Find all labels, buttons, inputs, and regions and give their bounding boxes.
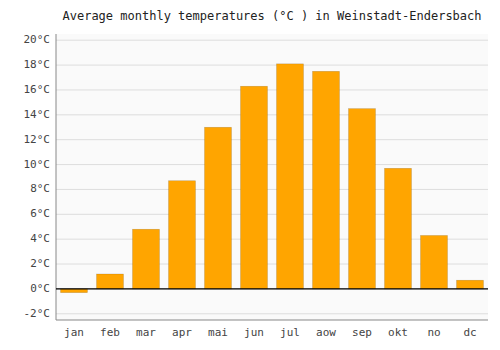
y-tick-label: 10°C bbox=[24, 158, 51, 171]
y-tick-label: 8°C bbox=[30, 182, 50, 195]
x-tick-label: feb bbox=[100, 326, 120, 339]
bar bbox=[241, 86, 268, 289]
x-tick-label: mar bbox=[136, 326, 156, 339]
grid-line bbox=[56, 313, 488, 314]
bar bbox=[277, 64, 304, 289]
grid-line bbox=[56, 114, 488, 115]
x-tick-label: jan bbox=[64, 326, 84, 339]
y-axis-line bbox=[56, 34, 57, 320]
y-tick-label: 2°C bbox=[30, 257, 50, 270]
y-tick-label: -2°C bbox=[24, 307, 51, 320]
y-tick-label: 16°C bbox=[24, 83, 51, 96]
grid-line bbox=[56, 65, 488, 66]
grid bbox=[56, 40, 488, 314]
bar bbox=[169, 181, 196, 289]
x-tick-label: jul bbox=[280, 326, 300, 339]
x-tick-label: mai bbox=[208, 326, 228, 339]
chart: -2°C 0°C 2°C 4°C 6°C 8°C 10°C 12°C 14°C 16°C 18°C 2… bbox=[0, 0, 500, 350]
grid-line bbox=[56, 40, 488, 41]
y-tick-label: 6°C bbox=[30, 207, 50, 220]
grid-line bbox=[56, 189, 488, 190]
y-tick-label: 18°C bbox=[24, 58, 51, 71]
y-tick-label: 14°C bbox=[24, 108, 51, 121]
x-tick-label: okt bbox=[388, 326, 408, 339]
y-tick-label: 20°C bbox=[24, 33, 51, 46]
x-tick-label: dc bbox=[463, 326, 476, 339]
bar bbox=[385, 168, 412, 289]
bar bbox=[349, 109, 376, 289]
bar bbox=[457, 280, 484, 289]
x-tick-label: jun bbox=[244, 326, 264, 339]
y-tick-label: 4°C bbox=[30, 232, 50, 245]
bar bbox=[205, 127, 232, 289]
zero-line bbox=[56, 288, 488, 289]
grid-line bbox=[56, 288, 488, 289]
y-tick-label: 12°C bbox=[24, 133, 51, 146]
bar bbox=[313, 71, 340, 289]
y-tick-label: 0°C bbox=[30, 282, 50, 295]
grid-line bbox=[56, 89, 488, 90]
grid-line bbox=[56, 164, 488, 165]
x-tick-label: no bbox=[427, 326, 440, 339]
grid-line bbox=[56, 214, 488, 215]
x-axis-line bbox=[56, 320, 488, 321]
grid-line bbox=[56, 139, 488, 140]
bars bbox=[56, 64, 488, 293]
title: Average monthly temperatures (°C ) in We… bbox=[62, 9, 481, 23]
x-tick-label: sep bbox=[352, 326, 372, 339]
x-tick-label: apr bbox=[172, 326, 192, 339]
bar bbox=[97, 274, 124, 289]
x-tick-label: aow bbox=[316, 326, 336, 339]
plot-background bbox=[56, 34, 488, 320]
bar bbox=[421, 235, 448, 288]
bar bbox=[133, 229, 160, 289]
